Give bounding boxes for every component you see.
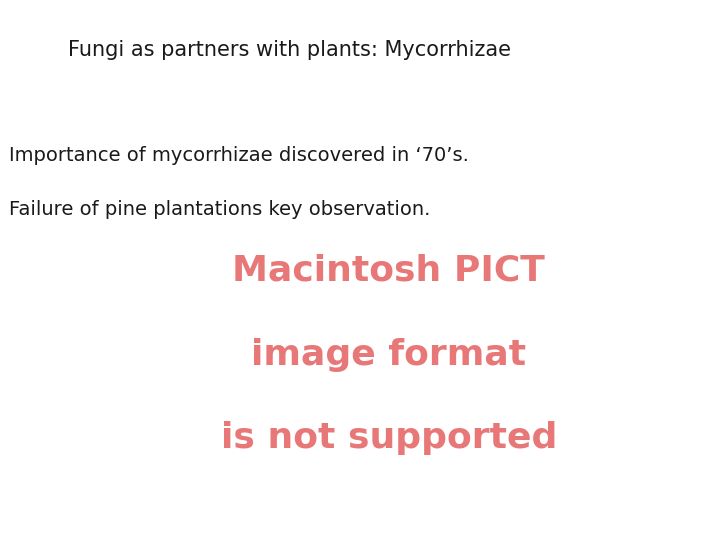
Text: is not supported: is not supported (220, 421, 557, 455)
Text: Failure of pine plantations key observation.: Failure of pine plantations key observat… (9, 200, 430, 219)
Text: Importance of mycorrhizae discovered in ‘70’s.: Importance of mycorrhizae discovered in … (9, 146, 469, 165)
Text: image format: image format (251, 338, 526, 372)
Text: Fungi as partners with plants: Mycorrhizae: Fungi as partners with plants: Mycorrhiz… (68, 40, 511, 60)
Text: Macintosh PICT: Macintosh PICT (233, 254, 545, 288)
